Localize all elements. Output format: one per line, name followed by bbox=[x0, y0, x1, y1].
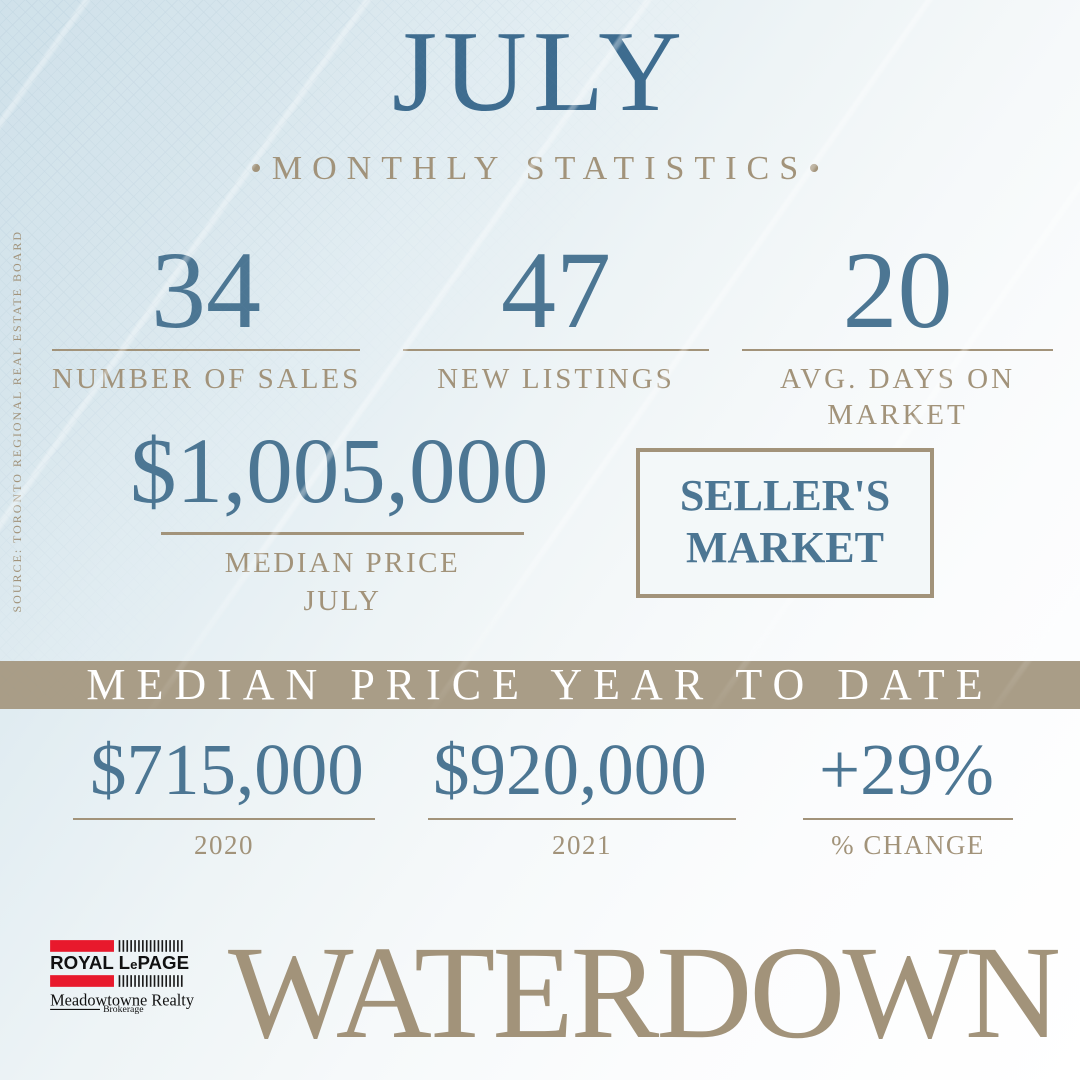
svg-text:ROYAL LePAGE: ROYAL LePAGE bbox=[50, 952, 189, 973]
svg-text:Brokerage: Brokerage bbox=[103, 1004, 143, 1015]
